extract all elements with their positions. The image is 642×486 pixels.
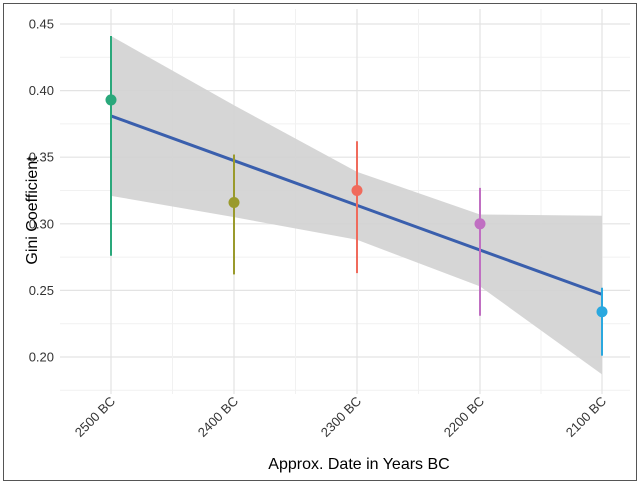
data-point: [228, 196, 240, 208]
x-tick-label: 2500 BC: [72, 394, 118, 440]
y-tick-label: 0.40: [29, 83, 54, 98]
error-bars-layer: [110, 35, 603, 356]
x-tick-labels: 2500 BC 2400 BC 2300 BC 2200 BC 2100 BC: [72, 394, 609, 440]
x-tick-label: 2100 BC: [563, 394, 609, 440]
data-point: [596, 306, 608, 318]
y-tick-label: 0.25: [29, 283, 54, 298]
x-tick-label: 2400 BC: [195, 394, 241, 440]
y-tick-label: 0.20: [29, 350, 54, 365]
y-tick-label: 0.45: [29, 17, 54, 32]
x-axis-label: Approx. Date in Years BC: [268, 456, 449, 473]
gini-chart: 0.200.250.300.350.400.45 2500 BC 2400 BC 2…: [24, 9, 630, 473]
x-tick-label: 2200 BC: [441, 394, 487, 440]
x-tick-label: 2300 BC: [318, 394, 364, 440]
y-tick-label: 0.35: [29, 150, 54, 165]
y-tick-labels: 0.20 0.25 0.30 0.35 0.40 0.45: [29, 17, 54, 365]
y-axis-label: Gini Coefficient: [24, 156, 41, 265]
y-tick-label: 0.30: [29, 216, 54, 231]
data-point: [474, 218, 486, 230]
chart-frame: 0.20 0.25 0.30 0.35 0.40 0.45 2500 BC 2400 BC 2…: [3, 3, 637, 481]
points-layer: [105, 94, 608, 318]
data-point: [105, 94, 117, 106]
data-point: [351, 185, 363, 196]
